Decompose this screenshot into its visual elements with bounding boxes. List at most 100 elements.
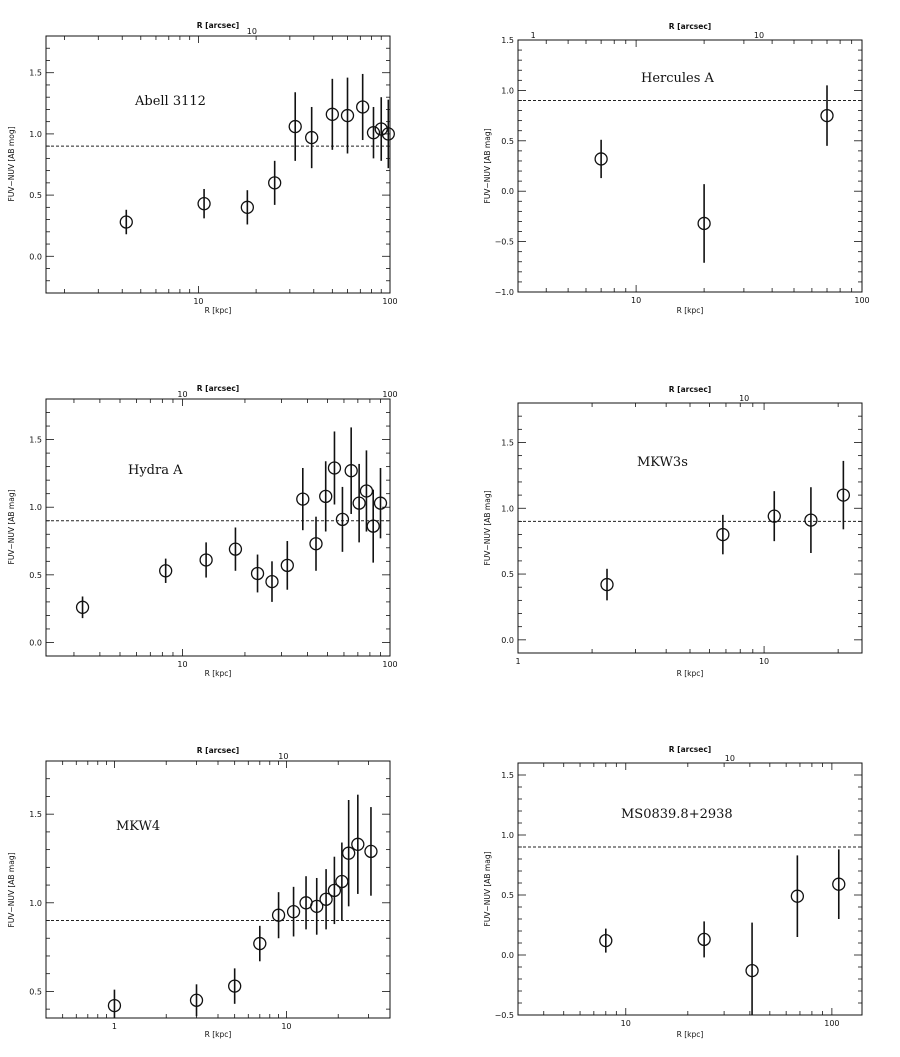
data-point (240, 200, 254, 214)
y-tick-label: 0.5 (29, 987, 42, 996)
panel-mkw4: MKW4 R [arcsec] R [kpc] FUV−NUV [AB mag]… (7, 746, 391, 1039)
panel-title: Hydra A (128, 463, 183, 478)
top-axis-label: R [arcsec] (669, 385, 711, 394)
data-point (296, 492, 310, 506)
data-point (381, 127, 395, 141)
data-point (745, 963, 759, 978)
data-point (697, 932, 711, 947)
y-tick-label: 0.0 (29, 638, 42, 647)
panel-hercules-a: Hercules A R [arcsec] R [kpc] FUV−NUV [A… (483, 22, 870, 315)
panel-ms0839: MS0839.8+2938 R [arcsec] R [kpc] FUV−NUV… (483, 745, 863, 1039)
y-tick-label: 1.5 (29, 436, 42, 445)
plot-frame (45, 760, 391, 1019)
data-point (327, 883, 342, 898)
y-axis-label: FUV−NUV [AB mag] (483, 490, 492, 565)
data-point (832, 877, 846, 891)
x-tick-label: 10 (193, 297, 203, 306)
data-point (594, 152, 608, 166)
panel-abell-3112: Abell 3112 R [arcsec] R [kpc] FUV−NUV [A… (7, 21, 398, 315)
panel-mkw3s: MKW3s R [arcsec] R [kpc] FUV−NUV [AB mag… (483, 385, 863, 678)
x-tick-label: 100 (824, 1019, 839, 1028)
data-point (374, 122, 388, 136)
y-tick-label: 1.0 (29, 899, 42, 908)
top-axis-label: R [arcsec] (197, 21, 239, 30)
data-point (340, 108, 355, 123)
data-point (310, 899, 324, 913)
data-point (228, 979, 242, 993)
data-point (268, 176, 282, 190)
panel-title: MKW4 (116, 819, 160, 834)
top-tick-label: 10 (278, 752, 288, 761)
data-point (75, 600, 90, 614)
top-tick-label: 10 (739, 394, 749, 403)
x-tick-label: 10 (759, 657, 769, 666)
data-point (327, 461, 342, 475)
x-axis-label: R [kpc] (677, 669, 704, 678)
data-point (804, 513, 818, 527)
y-tick-label: 1.0 (501, 504, 514, 513)
data-point (767, 509, 781, 523)
top-tick-label: 10 (754, 31, 764, 40)
y-axis-label: FUV−NUV [AB mag] (483, 851, 492, 926)
data-point (356, 100, 370, 114)
data-point (697, 216, 711, 231)
data-point (600, 577, 614, 592)
panel-title: Abell 3112 (134, 94, 206, 109)
data-point (286, 905, 301, 919)
data-point (197, 197, 211, 211)
panel-title: MKW3s (637, 455, 688, 470)
x-tick-label: 1 (515, 657, 520, 666)
data-point (364, 844, 378, 859)
data-point (599, 933, 613, 948)
plot-frame (517, 39, 863, 293)
panel-title: MS0839.8+2938 (621, 807, 733, 822)
data-point (309, 537, 323, 551)
panel-title: Hercules A (641, 71, 715, 86)
data-point (271, 908, 286, 922)
data-point (228, 542, 243, 556)
x-tick-label: 10 (177, 660, 187, 669)
y-tick-label: 0.5 (501, 137, 514, 146)
top-axis-label: R [arcsec] (197, 746, 239, 755)
y-axis-label: FUV−NUV [AB mag] (7, 852, 16, 927)
x-axis-label: R [kpc] (677, 306, 704, 315)
top-tick-label: 10 (247, 27, 257, 36)
y-tick-label: 1.0 (501, 86, 514, 95)
y-tick-label: 1.5 (501, 438, 514, 447)
y-tick-label: 0.5 (501, 570, 514, 579)
y-tick-label: 0.5 (29, 571, 42, 580)
y-tick-label: 1.0 (29, 130, 42, 139)
data-point (366, 126, 381, 140)
top-tick-label: 1 (531, 31, 536, 40)
y-tick-label: −0.5 (495, 238, 514, 247)
y-axis-label: FUV−NUV [AB mag] (7, 489, 16, 564)
data-point (790, 889, 805, 903)
top-axis-label: R [arcsec] (669, 22, 711, 31)
top-tick-label: 10 (177, 390, 187, 399)
x-tick-label: 100 (382, 297, 397, 306)
x-axis-label: R [kpc] (677, 1030, 704, 1039)
data-point (820, 108, 834, 123)
x-axis-label: R [kpc] (205, 1030, 232, 1039)
data-point (319, 489, 333, 504)
y-tick-label: −1.0 (495, 288, 514, 297)
y-tick-label: −0.5 (495, 1011, 514, 1020)
data-point (352, 496, 366, 510)
y-tick-label: 0.0 (501, 187, 514, 196)
y-tick-label: 1.5 (29, 69, 42, 78)
data-point (119, 215, 133, 229)
y-tick-label: 1.5 (29, 810, 42, 819)
y-tick-label: 1.5 (501, 36, 514, 45)
y-tick-label: 1.0 (29, 503, 42, 512)
data-point (265, 574, 279, 589)
data-point (335, 512, 350, 527)
data-point (305, 130, 319, 145)
top-axis-label: R [arcsec] (197, 384, 239, 393)
data-point (344, 464, 358, 478)
data-point (189, 993, 204, 1007)
y-tick-label: 0.5 (501, 891, 514, 900)
y-tick-label: 0.0 (29, 252, 42, 261)
data-point (159, 564, 173, 578)
x-tick-label: 100 (854, 296, 869, 305)
